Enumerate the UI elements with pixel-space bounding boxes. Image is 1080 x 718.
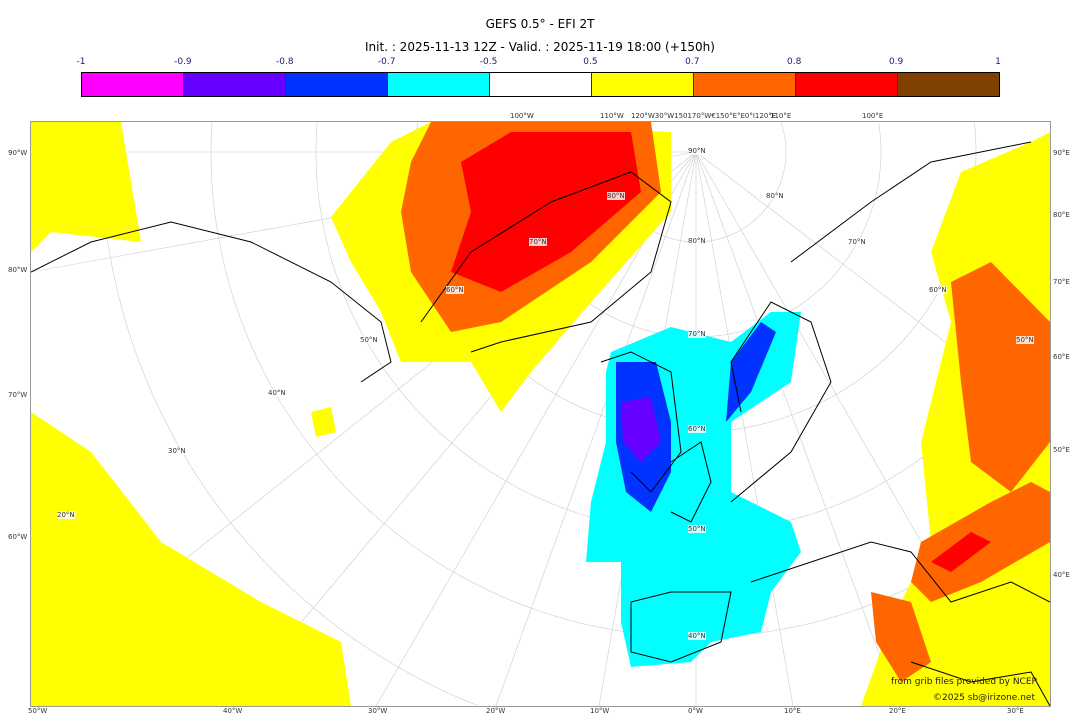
colorbar-swatch <box>286 73 388 96</box>
tick-label-lat-center: 70°N <box>688 330 706 338</box>
tick-label-bottom: 40°W <box>223 707 243 715</box>
tick-label-lat-left: 50°N <box>360 336 378 344</box>
colorbar-label: 0.8 <box>787 57 802 67</box>
colorbar-swatch <box>490 73 592 96</box>
tick-label-lat-right: 70°N <box>848 238 866 246</box>
tick-label-left: 80°W <box>8 266 28 274</box>
tick-label-right: 80°E <box>1053 211 1070 219</box>
latitude-circle <box>974 122 977 152</box>
colorbar-label: -0.5 <box>479 57 498 67</box>
map-title: GEFS 0.5° - EFI 2T <box>485 17 595 31</box>
colorbar-label: -0.7 <box>377 57 396 67</box>
tick-label-lat-left: 80°N <box>607 192 625 200</box>
tick-label-lat-center: 40°N <box>688 632 706 640</box>
tick-label-top: 100°W <box>510 112 534 120</box>
tick-label-lat-left: 20°N <box>57 511 75 519</box>
tick-label-bottom: 10°E <box>784 707 801 715</box>
efi-red-areas <box>451 132 991 572</box>
latitude-circle <box>780 122 787 152</box>
tick-label-lat-left: 40°N <box>268 389 286 397</box>
tick-label-right: 40°E <box>1053 571 1070 579</box>
colorbar-swatch <box>796 73 898 96</box>
tick-label-top: 120°W30°W150170°W€150°E°E0°I120°E <box>631 112 777 120</box>
map-subtitle: Init. : 2025-11-13 12Z - Valid. : 2025-1… <box>365 40 715 54</box>
tick-label-right: 90°E <box>1053 149 1070 157</box>
tick-label-right: 50°E <box>1053 446 1070 454</box>
colorbar-label: -1 <box>76 57 86 67</box>
tick-label-bottom: 20°W <box>486 707 506 715</box>
tick-label-lat-center: 60°N <box>688 425 706 433</box>
coastlines <box>31 141 1050 706</box>
efi-map <box>30 121 1051 707</box>
colorbar-swatch <box>184 73 286 96</box>
copyright-credit: ©2025 sb@irizone.net <box>933 693 1035 703</box>
tick-label-lat-right: 60°N <box>929 286 947 294</box>
tick-label-lat-center: 90°N <box>688 147 706 155</box>
tick-label-lat-left: 30°N <box>168 447 186 455</box>
tick-label-left: 60°W <box>8 533 28 541</box>
tick-label-left: 70°W <box>8 391 28 399</box>
latitude-circle <box>100 125 479 706</box>
colorbar <box>81 72 1000 97</box>
tick-label-right: 70°E <box>1053 278 1070 286</box>
tick-label-left: 90°W <box>8 149 28 157</box>
tick-label-bottom: 0°W <box>688 707 703 715</box>
colorbar-label: 0.9 <box>888 57 904 67</box>
data-source-credit: from grib files provided by NCEP <box>891 677 1037 687</box>
colorbar-label: -0.8 <box>275 57 294 67</box>
tick-label-top: 110°W <box>600 112 624 120</box>
tick-label-lat-left: 60°N <box>446 286 464 294</box>
colorbar-label: -0.9 <box>174 57 192 67</box>
colorbar-swatch <box>694 73 796 96</box>
colorbar-swatch <box>592 73 694 96</box>
colorbar-swatch <box>82 73 184 96</box>
map-canvas <box>31 122 1050 706</box>
colorbar-label: 1 <box>995 57 1001 67</box>
tick-label-bottom: 20°E <box>889 707 906 715</box>
tick-label-lat-center: 50°N <box>688 525 706 533</box>
tick-label-lat-right: 50°N <box>1016 336 1034 344</box>
tick-label-right: 60°E <box>1053 353 1070 361</box>
tick-label-bottom: 30°E <box>1007 707 1024 715</box>
colorbar-swatch <box>388 73 490 96</box>
latitude-circle <box>878 123 882 152</box>
tick-label-bottom: 10°W <box>590 707 610 715</box>
tick-label-bottom: 50°W <box>28 707 48 715</box>
colorbar-label: 0.5 <box>583 57 598 67</box>
tick-label-bottom: 30°W <box>368 707 388 715</box>
tick-label-lat-left: 70°N <box>529 238 547 246</box>
tick-label-top: 100°E <box>862 112 884 120</box>
tick-label-lat-center: 80°N <box>688 237 706 245</box>
colorbar-label: 0.7 <box>685 57 700 67</box>
colorbar-swatch <box>898 73 999 96</box>
tick-label-lat-right: 80°N <box>766 192 784 200</box>
tick-label-top: 110°E <box>770 112 792 120</box>
efi-purple-areas <box>621 397 661 462</box>
